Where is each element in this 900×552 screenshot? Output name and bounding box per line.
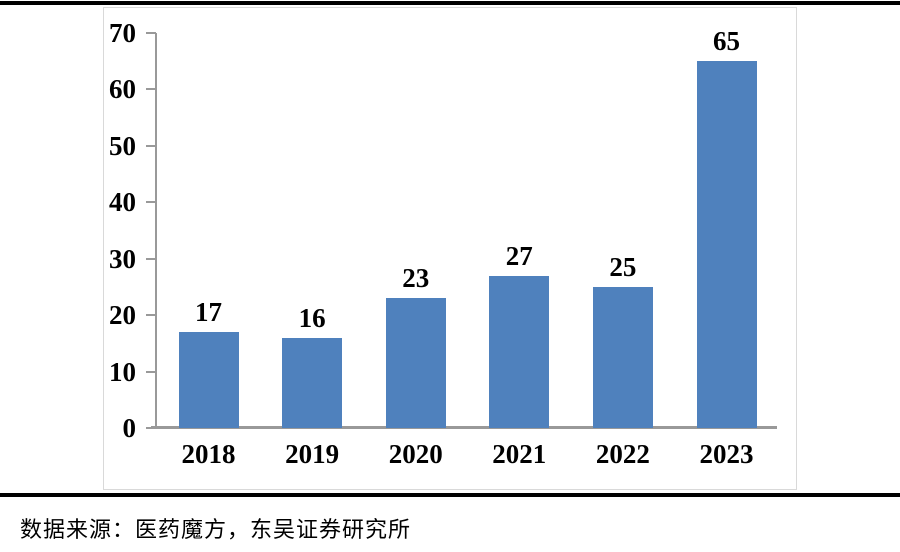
bar-2023 <box>696 61 757 428</box>
y-tick-mark <box>146 201 156 204</box>
bar-2020 <box>385 298 446 428</box>
top-divider <box>0 1 900 5</box>
bar-value-label: 23 <box>402 263 430 294</box>
x-axis-line <box>151 426 777 429</box>
bar-value-label: 27 <box>505 240 533 271</box>
bar-2021 <box>489 275 550 428</box>
bar-value-label: 17 <box>195 297 222 328</box>
y-tick-mark <box>146 32 156 34</box>
y-tick-mark <box>146 314 156 317</box>
y-tick-label: 70 <box>109 18 136 48</box>
y-tick-label: 10 <box>109 356 136 387</box>
x-axis-label-2020: 2020 <box>388 439 443 469</box>
x-axis-label-2021: 2021 <box>492 439 547 469</box>
y-tick-mark <box>146 257 156 260</box>
y-tick-label: 50 <box>109 130 136 161</box>
y-tick-label: 0 <box>122 413 137 443</box>
bar-value-label: 16 <box>298 302 326 333</box>
bar-2018 <box>178 332 239 428</box>
x-axis-label-2018: 2018 <box>181 439 236 469</box>
bar-value-label: 65 <box>713 26 740 57</box>
y-tick-label: 30 <box>109 243 136 274</box>
bottom-divider <box>0 493 900 497</box>
x-axis-label-2023: 2023 <box>699 439 754 469</box>
y-tick-mark <box>146 88 156 91</box>
y-axis-line <box>155 33 157 429</box>
bar-2022 <box>592 286 653 428</box>
bar-value-label: 25 <box>609 251 637 282</box>
y-tick-mark <box>146 144 156 147</box>
y-tick-label: 40 <box>109 187 136 218</box>
y-tick-mark <box>146 370 156 373</box>
x-axis-label-2019: 2019 <box>285 439 340 469</box>
x-axis-label-2022: 2022 <box>595 439 650 469</box>
bar-2019 <box>282 337 343 428</box>
y-tick-label: 60 <box>109 74 136 105</box>
data-source-caption: 数据来源：医药魔方，东吴证券研究所 <box>20 517 412 542</box>
y-tick-label: 20 <box>109 300 136 331</box>
y-tick-mark <box>146 427 156 429</box>
